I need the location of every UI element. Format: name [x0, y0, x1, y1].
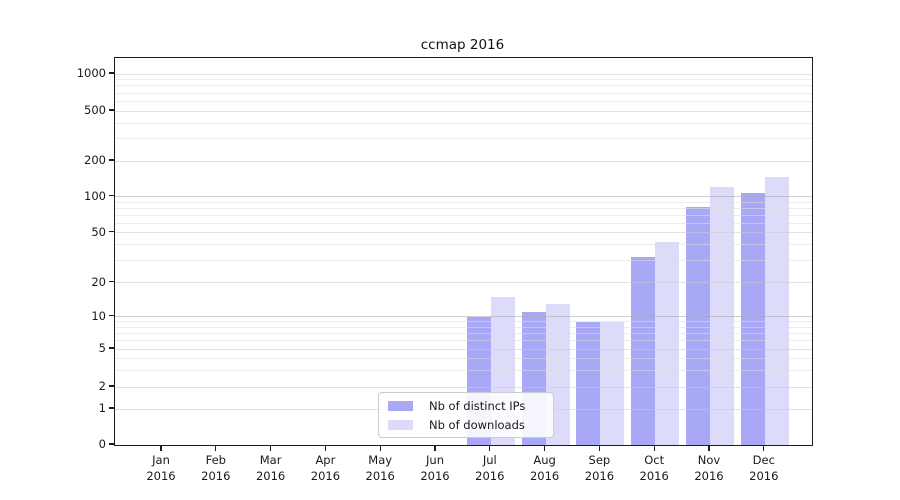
y-tick-mark [109, 385, 114, 387]
legend: Nb of distinct IPs Nb of downloads [378, 392, 554, 438]
legend-label-distinct-ips: Nb of distinct IPs [429, 398, 526, 413]
y-tick-label: 20 [91, 274, 106, 289]
y-tick-mark [109, 159, 114, 161]
x-tick-label: Dec 2016 [749, 453, 779, 483]
y-tick-label: 2 [98, 379, 106, 393]
x-tick-label: Jan 2016 [146, 453, 176, 483]
x-tick-label: Sep 2016 [584, 453, 615, 483]
x-tick-mark [434, 445, 436, 451]
x-tick-label: Jun 2016 [420, 453, 450, 483]
legend-swatch-distinct-ips [388, 400, 413, 411]
y-tick-mark [109, 109, 114, 111]
plot-area [114, 57, 813, 446]
bar-distinct-ips-sep [576, 321, 601, 445]
y-tick-label: 5 [98, 341, 106, 355]
x-tick-label: Aug 2016 [529, 453, 560, 483]
x-tick-mark [598, 445, 601, 451]
bar-downloads-sep [600, 321, 625, 445]
y-tick-label: 500 [84, 103, 106, 117]
y-tick-mark [109, 194, 114, 197]
x-tick-label: Apr 2016 [310, 453, 341, 483]
y-tick-label: 200 [84, 153, 106, 167]
x-tick-label: Jul 2016 [475, 453, 505, 483]
bar-distinct-ips-nov [686, 206, 710, 445]
y-tick-mark [109, 407, 114, 409]
y-tick-label: 1 [98, 401, 106, 415]
x-tick-label: May 2016 [365, 453, 395, 483]
bars-layer [115, 58, 812, 445]
y-tick-label: 0 [98, 437, 106, 451]
y-tick-mark [109, 315, 114, 317]
x-tick-label: Nov 2016 [694, 453, 724, 483]
legend-label-downloads: Nb of downloads [429, 417, 525, 432]
bar-downloads-nov [710, 187, 734, 445]
x-tick-mark [763, 445, 765, 451]
x-tick-mark [215, 445, 217, 451]
bar-downloads-dec [764, 177, 789, 445]
legend-item-downloads: Nb of downloads [388, 418, 544, 432]
legend-item-distinct-ips: Nb of distinct IPs [388, 399, 544, 413]
bar-distinct-ips-dec [740, 193, 765, 445]
x-tick-mark [379, 445, 381, 451]
y-tick-mark [109, 443, 114, 445]
x-tick-mark [708, 445, 710, 451]
x-tick-mark [543, 445, 546, 451]
y-tick-mark [109, 347, 114, 349]
x-tick-mark [653, 445, 655, 451]
bar-distinct-ips-oct [631, 257, 656, 445]
y-tick-label: 50 [91, 224, 106, 239]
legend-swatch-downloads [388, 419, 413, 430]
y-tick-label: 100 [84, 188, 106, 203]
x-tick-mark [489, 445, 491, 451]
x-tick-label: Feb 2016 [201, 453, 231, 483]
y-tick-label: 10 [91, 308, 106, 323]
y-tick-mark [109, 231, 114, 233]
x-tick-label: Oct 2016 [639, 453, 669, 483]
y-tick-mark [109, 72, 114, 74]
x-tick-label: Mar 2016 [255, 453, 286, 483]
y-tick-label: 1000 [76, 66, 106, 80]
x-tick-mark [160, 445, 162, 451]
chart-title: ccmap 2016 [420, 37, 505, 53]
y-tick-mark [109, 281, 114, 283]
x-tick-mark [324, 445, 327, 451]
x-tick-mark [269, 445, 272, 451]
bar-downloads-oct [655, 242, 680, 445]
